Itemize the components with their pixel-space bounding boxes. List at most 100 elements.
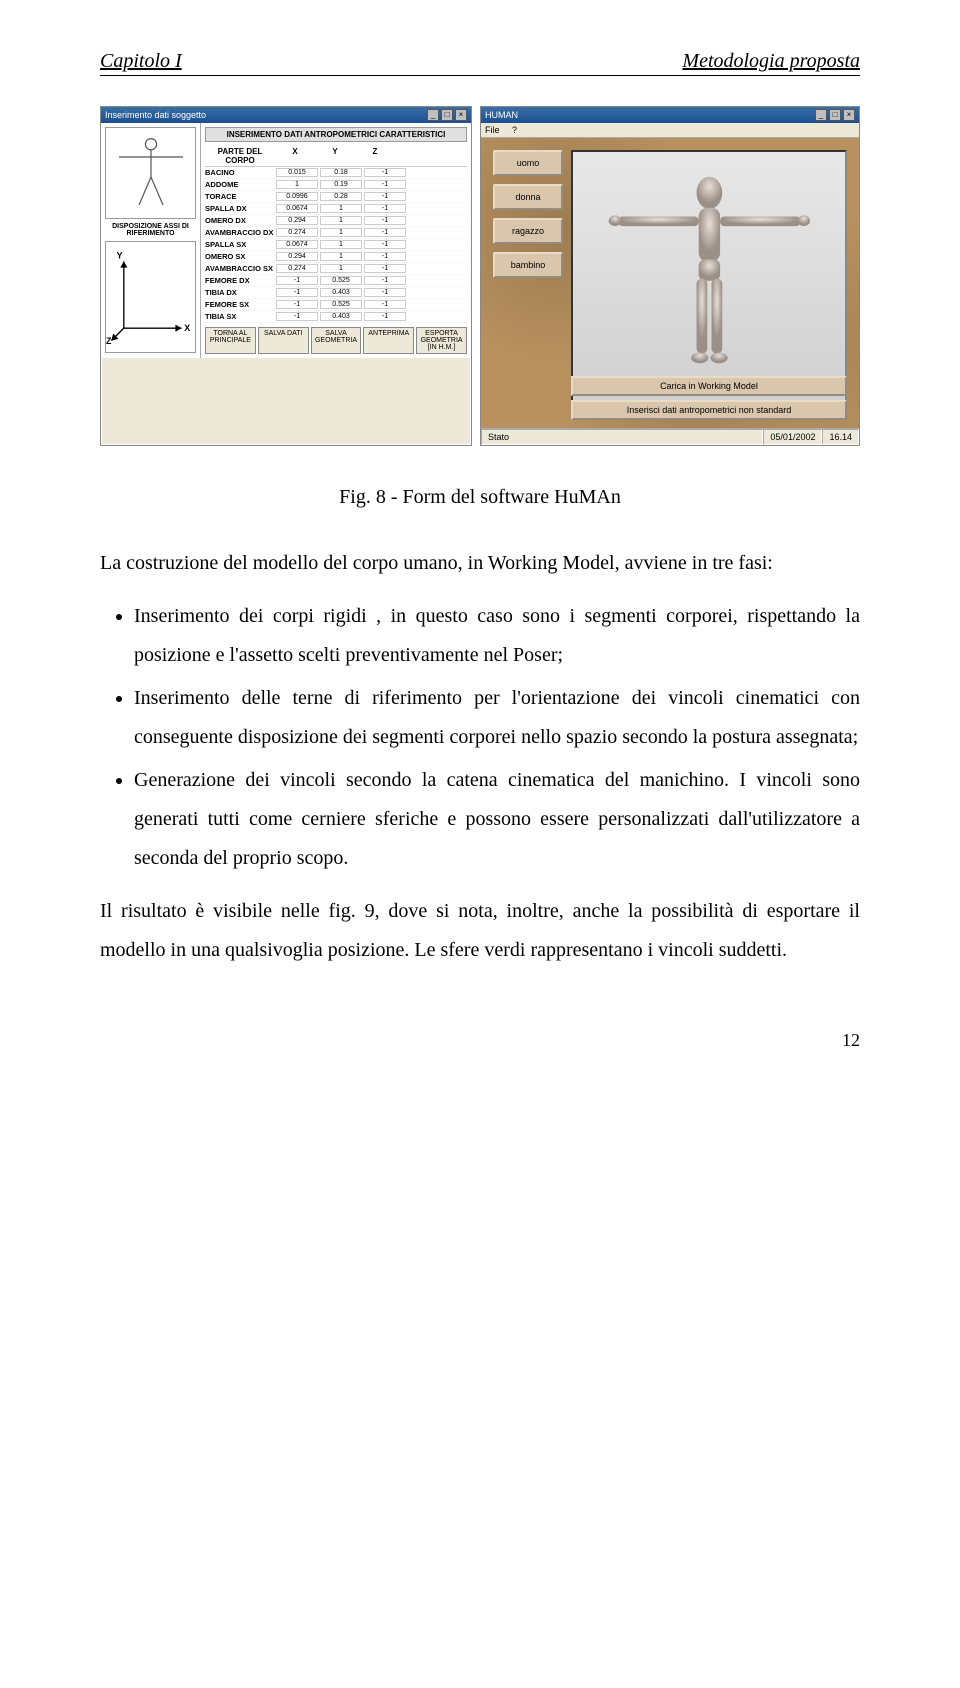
row-label: FEMORE SX xyxy=(205,300,275,309)
cell-z[interactable]: -1 xyxy=(364,192,406,201)
right-titlebar: HUMAN _ □ × xyxy=(481,107,859,123)
col-z: Z xyxy=(355,147,395,165)
cell-z[interactable]: -1 xyxy=(364,300,406,309)
left-button[interactable]: SALVA GEOMETRIA xyxy=(311,327,362,354)
cell-z[interactable]: -1 xyxy=(364,240,406,249)
axis-label: DISPOSIZIONE ASSI DI RIFERIMENTO xyxy=(105,223,196,237)
row-label: OMERO DX xyxy=(205,216,275,225)
panel-title: INSERIMENTO DATI ANTROPOMETRICI CARATTER… xyxy=(205,127,467,142)
cell-x[interactable]: 0.294 xyxy=(276,252,318,261)
svg-text:X: X xyxy=(184,323,190,333)
row-label: TORACE xyxy=(205,192,275,201)
cell-y[interactable]: 1 xyxy=(320,204,362,213)
table-row: ADDOME10.19-1 xyxy=(205,179,467,191)
page-header: Capitolo I Metodologia proposta xyxy=(100,50,860,76)
status-label: Stato xyxy=(481,429,763,445)
cell-y[interactable]: 0.525 xyxy=(320,300,362,309)
cell-x[interactable]: 0.0674 xyxy=(276,240,318,249)
left-titlebar: Inserimento dati soggetto _ □ × xyxy=(101,107,471,123)
col-parte: PARTE DEL CORPO xyxy=(205,147,275,165)
cell-x[interactable]: 0.015 xyxy=(276,168,318,177)
model-option-ragazzo[interactable]: ragazzo xyxy=(493,218,563,244)
left-button[interactable]: SALVA DATI xyxy=(258,327,309,354)
cell-x[interactable]: 0.0996 xyxy=(276,192,318,201)
menu-help[interactable]: ? xyxy=(512,125,517,135)
table-header: PARTE DEL CORPO X Y Z xyxy=(205,146,467,167)
cell-x[interactable]: 1 xyxy=(276,180,318,189)
left-title: Inserimento dati soggetto xyxy=(105,110,206,120)
cell-x[interactable]: 0.0674 xyxy=(276,204,318,213)
cell-z[interactable]: -1 xyxy=(364,168,406,177)
parchment-area: uomo donna ragazzo bambino xyxy=(481,138,859,428)
maximize-icon[interactable]: □ xyxy=(829,109,841,121)
menubar: File ? xyxy=(481,123,859,138)
right-button[interactable]: Carica in Working Model xyxy=(571,376,847,396)
cell-x[interactable]: 0.274 xyxy=(276,228,318,237)
bullet-list: Inserimento dei corpi rigidi , in questo… xyxy=(100,597,860,878)
row-label: AVAMBRACCIO DX xyxy=(205,228,275,237)
col-y: Y xyxy=(315,147,355,165)
header-left: Capitolo I xyxy=(100,50,182,73)
cell-z[interactable]: -1 xyxy=(364,216,406,225)
model-option-bambino[interactable]: bambino xyxy=(493,252,563,278)
figure-caption: Fig. 8 - Form del software HuMAn xyxy=(100,486,860,509)
minimize-icon[interactable]: _ xyxy=(427,109,439,121)
cell-y[interactable]: 0.403 xyxy=(320,288,362,297)
model-option-uomo[interactable]: uomo xyxy=(493,150,563,176)
left-button[interactable]: TORNA AL PRINCIPALE xyxy=(205,327,256,354)
right-title: HUMAN xyxy=(485,110,518,120)
cell-y[interactable]: 1 xyxy=(320,264,362,273)
right-window-controls: _ □ × xyxy=(815,109,855,121)
table-row: OMERO DX0.2941-1 xyxy=(205,215,467,227)
cell-y[interactable]: 0.525 xyxy=(320,276,362,285)
left-button[interactable]: ANTEPRIMA xyxy=(363,327,414,354)
bullet-2: Inserimento delle terne di riferimento p… xyxy=(134,679,860,757)
close-icon[interactable]: × xyxy=(455,109,467,121)
table-row: FEMORE DX-10.525-1 xyxy=(205,275,467,287)
table-row: SPALLA DX0.06741-1 xyxy=(205,203,467,215)
right-window: HUMAN _ □ × File ? uomo donna ragazzo bambi… xyxy=(480,106,860,446)
cell-x[interactable]: -1 xyxy=(276,288,318,297)
screenshots-row: Inserimento dati soggetto _ □ × xyxy=(100,106,860,446)
cell-z[interactable]: -1 xyxy=(364,228,406,237)
cell-y[interactable]: 1 xyxy=(320,252,362,261)
page-number: 12 xyxy=(100,1030,860,1051)
cell-y[interactable]: 0.28 xyxy=(320,192,362,201)
cell-z[interactable]: -1 xyxy=(364,312,406,321)
col-x: X xyxy=(275,147,315,165)
left-window: Inserimento dati soggetto _ □ × xyxy=(100,106,472,446)
status-date: 05/01/2002 xyxy=(763,429,822,445)
row-label: TIBIA DX xyxy=(205,288,275,297)
menu-file[interactable]: File xyxy=(485,125,500,135)
cell-y[interactable]: 1 xyxy=(320,240,362,249)
cell-y[interactable]: 0.19 xyxy=(320,180,362,189)
right-button[interactable]: Inserisci dati antropometrici non standa… xyxy=(571,400,847,420)
cell-x[interactable]: -1 xyxy=(276,300,318,309)
cell-x[interactable]: -1 xyxy=(276,276,318,285)
cell-z[interactable]: -1 xyxy=(364,264,406,273)
cell-z[interactable]: -1 xyxy=(364,276,406,285)
model-option-donna[interactable]: donna xyxy=(493,184,563,210)
cell-y[interactable]: 0.18 xyxy=(320,168,362,177)
header-right: Metodologia proposta xyxy=(682,50,860,73)
cell-z[interactable]: -1 xyxy=(364,288,406,297)
maximize-icon[interactable]: □ xyxy=(441,109,453,121)
cell-z[interactable]: -1 xyxy=(364,204,406,213)
cell-z[interactable]: -1 xyxy=(364,252,406,261)
cell-y[interactable]: 1 xyxy=(320,216,362,225)
left-window-controls: _ □ × xyxy=(427,109,467,121)
cell-y[interactable]: 1 xyxy=(320,228,362,237)
cell-z[interactable]: -1 xyxy=(364,180,406,189)
row-label: SPALLA DX xyxy=(205,204,275,213)
table-row: BACINO0.0150.18-1 xyxy=(205,167,467,179)
left-button[interactable]: ESPORTA GEOMETRIA [IN H.M.] xyxy=(416,327,467,354)
cell-x[interactable]: -1 xyxy=(276,312,318,321)
cell-x[interactable]: 0.294 xyxy=(276,216,318,225)
row-label: SPALLA SX xyxy=(205,240,275,249)
minimize-icon[interactable]: _ xyxy=(815,109,827,121)
cell-y[interactable]: 0.403 xyxy=(320,312,362,321)
row-label: ADDOME xyxy=(205,180,275,189)
intro-paragraph: La costruzione del modello del corpo uma… xyxy=(100,544,860,583)
cell-x[interactable]: 0.274 xyxy=(276,264,318,273)
close-icon[interactable]: × xyxy=(843,109,855,121)
